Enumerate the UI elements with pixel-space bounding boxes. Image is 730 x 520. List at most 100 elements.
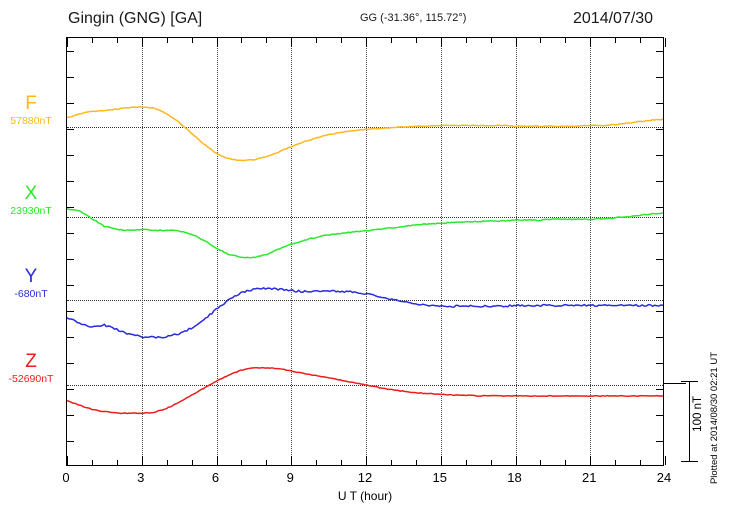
y-tick [67,389,74,390]
y-tick [67,363,74,364]
y-tick [67,415,74,416]
y-tick [656,441,663,442]
x-tick [415,38,417,43]
y-tick [656,129,663,130]
x-tick [116,38,118,43]
x-tick [166,38,168,43]
baseline-f [67,127,663,128]
x-tick [141,38,143,47]
trace-y [67,287,663,339]
x-tick [665,38,666,47]
y-tick [656,155,663,156]
x-tick [590,38,592,47]
y-tick [67,51,74,52]
x-tick [316,38,318,43]
y-tick [67,155,74,156]
scale-bar-label: 100 nT [692,396,704,432]
trace-x [67,207,663,259]
x-tick [116,460,118,465]
x-tick [67,38,68,47]
x-tick [565,38,567,43]
x-tick [640,38,642,43]
gridline-vertical [141,38,143,465]
baseline-y [67,300,663,301]
x-tick [465,460,467,465]
x-tick [540,38,542,43]
gridline-vertical [216,38,218,465]
component-symbol: Y [24,266,38,287]
x-tick [166,460,168,465]
x-tick [615,460,617,465]
component-label-f: F 57880nT [0,94,62,127]
y-tick [656,181,663,182]
component-baseline-value: 57880nT [10,115,52,127]
scale-bar: 100 nT [678,378,704,466]
x-tick [241,38,243,43]
x-tick-label: 6 [211,470,220,485]
x-tick [341,460,343,465]
y-tick [67,233,74,234]
trace-f [67,106,663,162]
x-tick [615,38,617,43]
component-label-z: Z -52690nT [0,352,62,385]
component-baseline-value: 23930nT [10,205,52,217]
component-label-x: X 23930nT [0,184,62,217]
x-tick [565,460,567,465]
gridline-vertical [366,38,367,465]
plot-frame [66,37,666,466]
x-tick [440,38,442,47]
x-tick [216,456,218,465]
x-tick [515,456,517,465]
station-title: Gingin (GNG) [GA] [68,10,203,27]
y-tick [67,311,74,312]
gridline-vertical [590,38,592,465]
x-tick [415,460,417,465]
x-tick [540,460,542,465]
x-tick [465,38,467,43]
component-baseline-value: -680nT [14,288,48,300]
x-tick [266,460,268,465]
scale-bar-bottom-cap [681,461,698,462]
plotted-at-timestamp: Plotted at 2014/08/30 02:21 UT [709,352,720,485]
y-tick [656,337,663,338]
plot-area [67,38,663,465]
y-tick [656,389,663,390]
x-tick [390,460,392,465]
y-tick [67,129,74,130]
y-tick [656,285,663,286]
x-tick [67,456,68,465]
baseline-x [67,217,663,218]
trace-z [67,366,663,415]
y-tick [656,259,663,260]
x-tick-label: 9 [286,470,294,485]
observation-date: 2014/07/30 [573,10,654,27]
component-symbol: F [25,93,37,114]
x-tick [241,460,243,465]
x-tick [191,460,193,465]
x-tick [291,38,293,47]
scale-bar-line [689,381,690,461]
x-tick-label: 0 [62,470,70,485]
y-tick [67,181,74,182]
x-tick [91,38,93,43]
x-tick [640,460,642,465]
component-label-y: Y -680nT [0,267,62,300]
y-tick [67,337,74,338]
gridline-vertical [291,38,293,465]
x-tick [216,38,218,47]
y-tick [67,207,74,208]
x-tick-label: 21 [582,470,597,485]
x-tick [191,38,193,43]
y-tick [656,311,663,312]
x-tick [291,456,293,465]
y-tick [67,259,74,260]
x-tick [341,38,343,43]
x-tick [141,456,143,465]
y-tick [67,77,74,78]
x-tick [91,460,93,465]
x-tick [515,38,517,47]
component-symbol: Z [25,351,37,372]
component-baseline-value: -52690nT [8,373,54,385]
x-tick [490,460,492,465]
